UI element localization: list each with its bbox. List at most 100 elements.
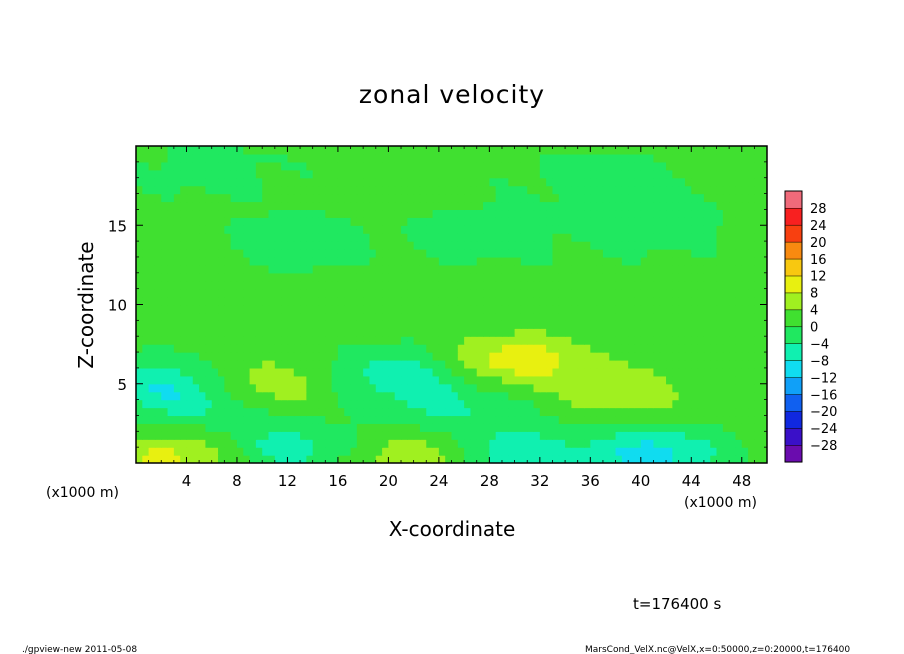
heatmap-cell xyxy=(407,455,415,463)
heatmap-cell xyxy=(312,320,320,329)
heatmap-cell xyxy=(344,209,352,218)
heatmap-cell xyxy=(457,280,465,290)
heatmap-cell xyxy=(419,431,427,440)
heatmap-cell xyxy=(167,193,175,203)
heatmap-cell xyxy=(464,320,472,329)
heatmap-cell xyxy=(438,304,446,314)
heatmap-cell xyxy=(483,201,490,211)
heatmap-cell xyxy=(565,320,572,329)
heatmap-cell xyxy=(716,153,724,163)
heatmap-cell xyxy=(495,328,503,337)
heatmap-cell xyxy=(666,201,673,211)
heatmap-cell xyxy=(356,375,364,385)
heatmap-cell xyxy=(445,344,453,353)
heatmap-cell xyxy=(356,217,364,226)
heatmap-cell xyxy=(363,391,371,401)
heatmap-cell xyxy=(640,146,648,155)
heatmap-cell xyxy=(369,320,377,329)
heatmap-cell xyxy=(180,161,188,171)
heatmap-cell xyxy=(609,153,617,163)
heatmap-cell xyxy=(571,375,579,385)
colorbar-label: −12 xyxy=(810,371,837,386)
heatmap-cell xyxy=(268,288,276,298)
heatmap-cell xyxy=(514,407,522,417)
heatmap-cell xyxy=(142,201,150,211)
heatmap-cell xyxy=(148,415,156,424)
heatmap-cell xyxy=(684,146,692,155)
heatmap-cell xyxy=(615,352,623,361)
heatmap-cell xyxy=(621,225,629,234)
heatmap-cell xyxy=(173,367,181,377)
heatmap-cell xyxy=(457,264,465,274)
heatmap-cell xyxy=(470,336,478,345)
heatmap-cell xyxy=(243,359,251,369)
heatmap-cell xyxy=(483,304,490,314)
heatmap-cell xyxy=(274,249,282,258)
heatmap-cell xyxy=(167,455,175,463)
heatmap-cell xyxy=(489,391,497,401)
heatmap-cell xyxy=(154,256,162,266)
heatmap-cell xyxy=(173,209,181,218)
heatmap-cell xyxy=(722,185,730,195)
heatmap-cell xyxy=(748,375,755,385)
heatmap-cell xyxy=(552,312,560,321)
heatmap-cell xyxy=(287,161,295,171)
heatmap-cell xyxy=(167,256,175,266)
heatmap-cell xyxy=(293,336,301,345)
heatmap-cell xyxy=(136,264,143,274)
heatmap-cell xyxy=(331,296,339,306)
heatmap-cell xyxy=(142,375,150,385)
heatmap-cell xyxy=(533,383,541,393)
heatmap-cell xyxy=(703,423,711,432)
heatmap-cell xyxy=(369,328,377,337)
heatmap-cell xyxy=(136,177,143,187)
heatmap-cell xyxy=(205,169,213,179)
colorbar-swatch xyxy=(784,377,803,395)
heatmap-cell xyxy=(293,217,301,226)
heatmap-cell xyxy=(754,233,762,242)
heatmap-cell xyxy=(249,320,257,329)
heatmap-cell xyxy=(394,304,402,314)
heatmap-cell xyxy=(236,249,244,258)
heatmap-cell xyxy=(672,352,680,361)
heatmap-cell xyxy=(413,367,421,377)
heatmap-cell xyxy=(489,352,497,361)
heatmap-cell xyxy=(558,209,566,218)
heatmap-cell xyxy=(691,193,699,203)
heatmap-cell xyxy=(483,193,490,203)
heatmap-cell xyxy=(192,225,200,234)
heatmap-cell xyxy=(161,249,169,258)
heatmap-cell xyxy=(211,423,219,432)
heatmap-cell xyxy=(236,423,244,432)
heatmap-cell xyxy=(546,375,554,385)
heatmap-cell xyxy=(691,415,699,424)
heatmap-cell xyxy=(255,399,263,409)
heatmap-cell xyxy=(653,447,661,456)
heatmap-cell xyxy=(703,264,711,274)
heatmap-cell xyxy=(287,352,295,361)
heatmap-cell xyxy=(274,383,282,393)
heatmap-cell xyxy=(501,169,509,179)
heatmap-cell xyxy=(640,431,648,440)
heatmap-cell xyxy=(653,264,661,274)
x-tick-label: 48 xyxy=(732,472,751,490)
heatmap-cell xyxy=(697,225,705,234)
heatmap-cell xyxy=(154,201,162,211)
heatmap-cell xyxy=(224,359,232,369)
heatmap-cell xyxy=(255,256,263,266)
heatmap-cell xyxy=(464,375,472,385)
colorbar-swatch xyxy=(784,444,803,463)
heatmap-cell xyxy=(691,320,699,329)
heatmap-cell xyxy=(142,146,150,155)
heatmap-cell xyxy=(136,161,143,171)
heatmap-cell xyxy=(236,201,244,211)
heatmap-cell xyxy=(609,193,617,203)
heatmap-cell xyxy=(495,264,503,274)
heatmap-cell xyxy=(167,185,175,195)
heatmap-cell xyxy=(691,296,699,306)
heatmap-cell xyxy=(199,455,207,463)
heatmap-cell xyxy=(142,367,150,377)
heatmap-cell xyxy=(584,431,591,440)
heatmap-cell xyxy=(457,161,465,171)
heatmap-cell xyxy=(211,344,219,353)
